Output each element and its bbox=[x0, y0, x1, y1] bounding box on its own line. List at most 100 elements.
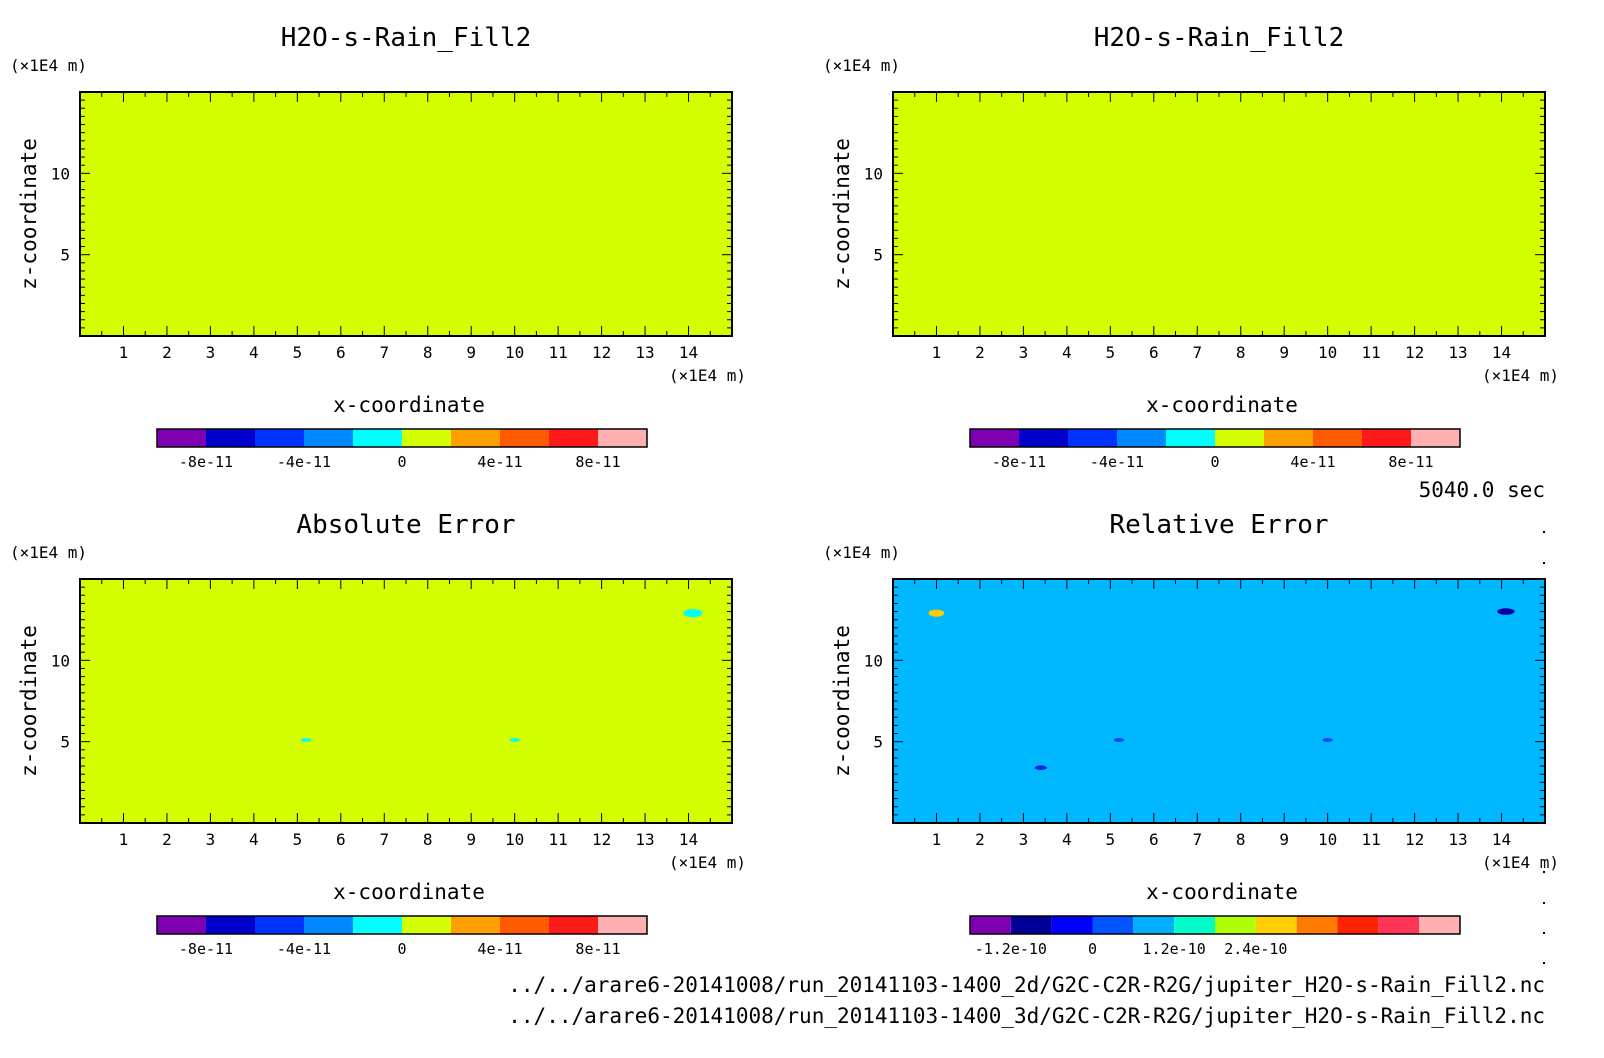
plot-frame bbox=[79, 578, 733, 824]
x-tick-label: 7 bbox=[379, 830, 389, 849]
colorbar-segment bbox=[1174, 916, 1215, 934]
colorbar-label: 1.2e-10 bbox=[1143, 940, 1206, 958]
colorbar-segment bbox=[1313, 429, 1362, 447]
x-tick-label: 6 bbox=[336, 830, 346, 849]
x-tick-label: 5 bbox=[1106, 830, 1116, 849]
colorbar-segment bbox=[549, 429, 598, 447]
field-feature-2 bbox=[1497, 608, 1515, 615]
y-tick-label: 10 bbox=[51, 164, 70, 183]
x-tick-label: 14 bbox=[679, 830, 698, 849]
colorbar: -8e-11 -4e-11 0 4e-11 8e-11 bbox=[969, 428, 1461, 471]
colorbar: -8e-11 -4e-11 0 4e-11 8e-11 bbox=[156, 915, 648, 958]
x-axis-label: x-coordinate bbox=[1146, 393, 1298, 417]
x-tick-label: 14 bbox=[1492, 343, 1511, 362]
x-axis-label: x-coordinate bbox=[333, 880, 485, 904]
colorbar-segment bbox=[549, 916, 598, 934]
chart-title: Absolute Error bbox=[296, 510, 515, 540]
x-tick-label: 4 bbox=[249, 343, 259, 362]
colorbar-label: -8e-11 bbox=[179, 940, 233, 958]
colorbar-segment bbox=[402, 916, 451, 934]
chart-panel-4: Relative Error (×1E4 m) (×1E4 m) x-coordina… bbox=[823, 510, 1559, 958]
x-tick-label: 10 bbox=[1318, 343, 1337, 362]
x-tick-label: 8 bbox=[1236, 830, 1246, 849]
x-axis-label: x-coordinate bbox=[333, 393, 485, 417]
colorbar-segment bbox=[1362, 429, 1411, 447]
x-unit-label: (×1E4 m) bbox=[669, 853, 746, 872]
plot-frame bbox=[892, 91, 1546, 337]
x-tick-label: 12 bbox=[592, 343, 611, 362]
x-unit-label: (×1E4 m) bbox=[1482, 366, 1559, 385]
x-tick-label: 1 bbox=[932, 343, 942, 362]
colorbar-frame bbox=[969, 915, 1461, 935]
y-tick-label: 10 bbox=[864, 164, 883, 183]
x-tick-label: 9 bbox=[1279, 830, 1289, 849]
y-tick-label: 5 bbox=[873, 246, 883, 265]
colorbar-label: -1.2e-10 bbox=[975, 940, 1047, 958]
field-feature-2 bbox=[300, 738, 312, 742]
x-tick-label: 10 bbox=[1318, 830, 1337, 849]
colorbar-segment bbox=[1215, 916, 1256, 934]
field-feature-4 bbox=[1322, 738, 1333, 742]
colorbar-segment bbox=[1255, 916, 1297, 934]
y-unit-label: (×1E4 m) bbox=[10, 56, 87, 75]
x-tick-label: 12 bbox=[1405, 830, 1424, 849]
colorbar-segment bbox=[1068, 429, 1117, 447]
x-tick-label: 14 bbox=[679, 343, 698, 362]
field-feature-1 bbox=[928, 609, 945, 617]
colorbar-segment bbox=[1051, 916, 1093, 934]
colorbar-label: 8e-11 bbox=[575, 453, 620, 471]
colorbar-segment bbox=[1264, 429, 1313, 447]
colorbar-segment bbox=[304, 429, 353, 447]
x-tick-label: 5 bbox=[293, 343, 303, 362]
x-tick-label: 8 bbox=[1236, 343, 1246, 362]
colorbar: -8e-11 -4e-11 0 4e-11 8e-11 bbox=[156, 428, 648, 471]
colorbar-label: -4e-11 bbox=[1090, 453, 1144, 471]
colorbar-label: 4e-11 bbox=[477, 940, 522, 958]
x-tick-label: 3 bbox=[206, 830, 216, 849]
colorbar-label: -8e-11 bbox=[179, 453, 233, 471]
colorbar-label: 0 bbox=[397, 453, 406, 471]
colorbar-segment bbox=[157, 916, 206, 934]
y-tick-label: 10 bbox=[51, 651, 70, 670]
x-tick-label: 2 bbox=[975, 830, 985, 849]
x-tick-label: 10 bbox=[505, 830, 524, 849]
y-axis-label: z-coordinate bbox=[17, 625, 41, 777]
file-path-1: ../../arare6-20141008/run_20141103-1400_… bbox=[508, 973, 1545, 997]
x-tick-label: 2 bbox=[975, 343, 985, 362]
colorbar-segment bbox=[1215, 429, 1264, 447]
colorbar-label: 0 bbox=[1210, 453, 1219, 471]
x-tick-label: 9 bbox=[1279, 343, 1289, 362]
chart-panel-1: H2O-s-Rain_Fill2 (×1E4 m) (×1E4 m) x-coordi… bbox=[10, 23, 746, 471]
y-unit-label: (×1E4 m) bbox=[823, 543, 900, 562]
time-label: 5040.0 sec bbox=[1419, 478, 1545, 502]
x-tick-label: 3 bbox=[206, 343, 216, 362]
colorbar: -1.2e-10 0 1.2e-10 2.4e-10 bbox=[969, 915, 1461, 958]
x-tick-label: 14 bbox=[1492, 830, 1511, 849]
y-tick-label: 5 bbox=[60, 733, 70, 752]
y-axis-label: z-coordinate bbox=[830, 625, 854, 777]
x-tick-label: 6 bbox=[1149, 343, 1159, 362]
colorbar-segment bbox=[1419, 916, 1460, 934]
y-unit-label: (×1E4 m) bbox=[10, 543, 87, 562]
y-tick-label: 5 bbox=[873, 733, 883, 752]
chart-title: H2O-s-Rain_Fill2 bbox=[1094, 23, 1344, 53]
colorbar-segment bbox=[1117, 429, 1166, 447]
colorbar-segment bbox=[1296, 916, 1338, 934]
colorbar-segment bbox=[402, 429, 451, 447]
colorbar-label: 8e-11 bbox=[575, 940, 620, 958]
x-tick-label: 13 bbox=[1448, 830, 1467, 849]
x-tick-label: 13 bbox=[635, 830, 654, 849]
x-unit-label: (×1E4 m) bbox=[1482, 853, 1559, 872]
x-tick-label: 7 bbox=[379, 343, 389, 362]
colorbar-segment bbox=[500, 429, 549, 447]
file-path-2: ../../arare6-20141008/run_20141103-1400_… bbox=[508, 1004, 1545, 1028]
colorbar-label: 4e-11 bbox=[1290, 453, 1335, 471]
x-tick-label: 4 bbox=[1062, 830, 1072, 849]
x-tick-label: 8 bbox=[423, 343, 433, 362]
y-unit-label: (×1E4 m) bbox=[823, 56, 900, 75]
colorbar-label: 8e-11 bbox=[1388, 453, 1433, 471]
x-tick-label: 13 bbox=[1448, 343, 1467, 362]
y-axis-label: z-coordinate bbox=[17, 138, 41, 290]
colorbar-segment bbox=[1337, 916, 1379, 934]
